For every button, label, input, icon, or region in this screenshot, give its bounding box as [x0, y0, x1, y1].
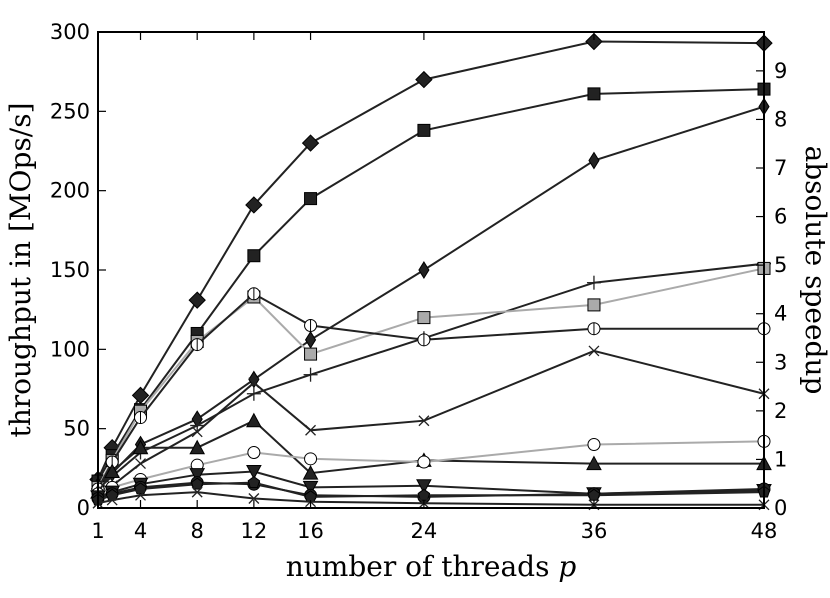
data-point — [417, 455, 431, 469]
data-point — [304, 347, 318, 361]
data-point — [246, 412, 262, 428]
y-tick-label: 100 — [50, 337, 90, 361]
data-point — [588, 345, 600, 357]
data-point — [247, 249, 261, 263]
x-tick-label: 8 — [191, 519, 204, 543]
data-point — [587, 87, 601, 101]
data-point — [132, 439, 149, 455]
data-point — [305, 424, 317, 436]
y2-tick-label: 0 — [774, 496, 787, 520]
data-point — [104, 463, 121, 479]
x-tick-label: 48 — [751, 519, 778, 543]
data-point — [304, 452, 318, 466]
data-point — [417, 311, 431, 325]
x-tick-label: 12 — [241, 519, 268, 543]
x-tick-label: 4 — [134, 519, 147, 543]
y2-tick-label: 2 — [774, 399, 787, 423]
x-axis-label: number of threads p — [286, 550, 577, 583]
x-tick-label: 16 — [297, 519, 324, 543]
x-tick-label: 1 — [91, 519, 104, 543]
data-point — [417, 123, 431, 137]
data-point — [191, 486, 203, 498]
data-point — [417, 333, 431, 347]
data-point — [587, 322, 601, 336]
data-point — [191, 426, 203, 438]
data-point — [248, 493, 260, 504]
x-tick-label: 24 — [411, 519, 438, 543]
data-point — [248, 377, 260, 389]
data-point — [189, 468, 206, 483]
data-point — [586, 275, 601, 290]
data-point — [302, 480, 319, 496]
data-point — [586, 455, 602, 471]
y-tick-label: 300 — [50, 20, 90, 44]
data-point — [188, 291, 206, 309]
data-point — [585, 32, 603, 51]
x-axis-label-text: number of threads — [286, 550, 550, 583]
data-point — [247, 445, 261, 459]
data-point — [587, 438, 601, 452]
data-point — [135, 489, 146, 501]
y2-tick-label: 9 — [774, 59, 787, 83]
data-point — [134, 482, 147, 495]
data-point — [304, 319, 318, 333]
data-point — [303, 367, 318, 382]
y2-tick-label: 3 — [774, 350, 787, 374]
data-point — [189, 439, 206, 455]
data-point — [190, 477, 204, 490]
y-tick-label: 200 — [50, 179, 90, 203]
data-point — [190, 418, 205, 433]
data-point — [304, 330, 317, 349]
data-point — [247, 475, 261, 488]
data-point — [245, 196, 263, 214]
y2-tick-label: 1 — [774, 447, 787, 471]
data-point — [190, 338, 204, 352]
y-axis-label: throughput in [MOps/s] — [4, 102, 37, 437]
y-tick-label: 50 — [63, 417, 90, 441]
axes: 1 4 8 12 16 24 36 48050100150200250300012345678… — [50, 20, 787, 543]
data-point — [301, 134, 320, 152]
series-13 — [92, 486, 770, 511]
y2-tick-label: 7 — [774, 156, 787, 180]
x-axis-label-variable: p — [558, 550, 576, 583]
y2-tick-label: 5 — [774, 253, 787, 277]
data-point — [302, 465, 319, 480]
data-point — [247, 287, 261, 301]
data-point — [587, 298, 601, 312]
y2-axis-label: absolute speedup — [799, 146, 830, 395]
y-tick-label: 150 — [50, 258, 90, 282]
data-point — [246, 465, 262, 480]
y2-tick-label: 4 — [774, 302, 787, 326]
data-point — [416, 479, 432, 494]
y2-tick-label: 6 — [774, 205, 787, 229]
data-point — [246, 386, 261, 401]
data-point — [106, 494, 118, 506]
x-tick-label: 36 — [581, 519, 608, 543]
series-9 — [91, 434, 771, 501]
y-tick-label: 250 — [50, 99, 90, 123]
y-tick-label: 0 — [77, 496, 90, 520]
data-point — [134, 411, 148, 425]
data-point — [415, 70, 433, 89]
data-point — [418, 261, 430, 279]
y2-tick-label: 8 — [774, 107, 787, 131]
data-point — [135, 458, 146, 470]
plot-area — [89, 32, 773, 511]
data-point — [304, 192, 318, 206]
data-point — [418, 415, 430, 427]
data-point — [588, 151, 600, 170]
plot-frame — [97, 31, 765, 509]
series-6 — [91, 287, 771, 496]
